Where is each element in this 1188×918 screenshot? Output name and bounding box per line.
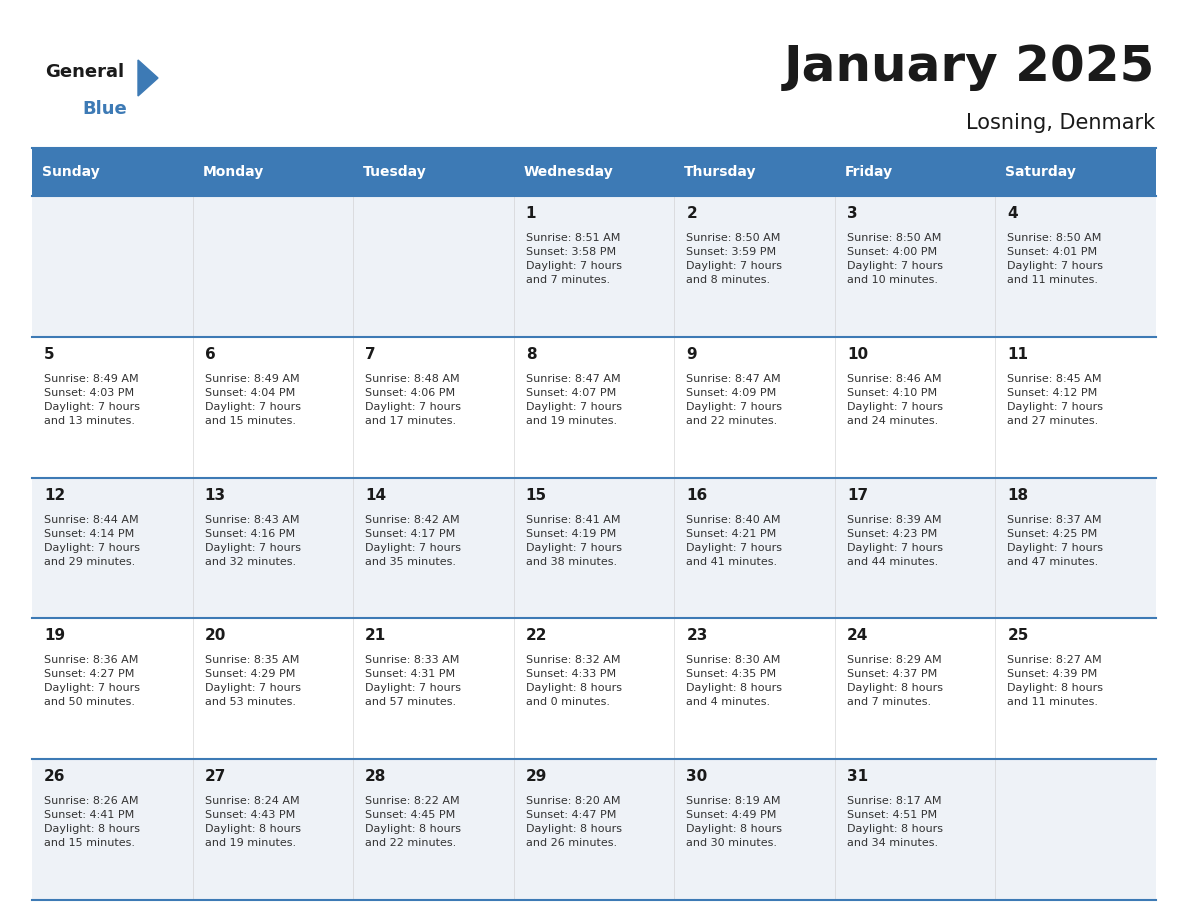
Text: Sunrise: 8:51 AM
Sunset: 3:58 PM
Daylight: 7 hours
and 7 minutes.: Sunrise: 8:51 AM Sunset: 3:58 PM Dayligh…	[526, 233, 621, 285]
Text: Sunrise: 8:49 AM
Sunset: 4:04 PM
Daylight: 7 hours
and 15 minutes.: Sunrise: 8:49 AM Sunset: 4:04 PM Dayligh…	[204, 374, 301, 426]
Text: Sunrise: 8:49 AM
Sunset: 4:03 PM
Daylight: 7 hours
and 13 minutes.: Sunrise: 8:49 AM Sunset: 4:03 PM Dayligh…	[44, 374, 140, 426]
Text: 17: 17	[847, 487, 868, 502]
Text: 2: 2	[687, 206, 697, 221]
Text: January 2025: January 2025	[784, 43, 1155, 91]
Text: Sunrise: 8:35 AM
Sunset: 4:29 PM
Daylight: 7 hours
and 53 minutes.: Sunrise: 8:35 AM Sunset: 4:29 PM Dayligh…	[204, 655, 301, 708]
Bar	[32, 619, 1156, 759]
Bar	[32, 148, 192, 196]
Text: Tuesday: Tuesday	[364, 165, 426, 179]
Text: Thursday: Thursday	[684, 165, 757, 179]
Text: Friday: Friday	[845, 165, 893, 179]
Text: 9: 9	[687, 347, 697, 362]
Text: 22: 22	[526, 629, 548, 644]
Text: 11: 11	[1007, 347, 1029, 362]
Text: Sunrise: 8:39 AM
Sunset: 4:23 PM
Daylight: 7 hours
and 44 minutes.: Sunrise: 8:39 AM Sunset: 4:23 PM Dayligh…	[847, 515, 943, 566]
Text: 18: 18	[1007, 487, 1029, 502]
Polygon shape	[138, 60, 158, 96]
Bar	[32, 196, 1156, 337]
Text: 3: 3	[847, 206, 858, 221]
Text: Sunrise: 8:36 AM
Sunset: 4:27 PM
Daylight: 7 hours
and 50 minutes.: Sunrise: 8:36 AM Sunset: 4:27 PM Dayligh…	[44, 655, 140, 708]
Bar	[353, 148, 513, 196]
Text: Sunrise: 8:17 AM
Sunset: 4:51 PM
Daylight: 8 hours
and 34 minutes.: Sunrise: 8:17 AM Sunset: 4:51 PM Dayligh…	[847, 796, 943, 848]
Text: Sunrise: 8:29 AM
Sunset: 4:37 PM
Daylight: 8 hours
and 7 minutes.: Sunrise: 8:29 AM Sunset: 4:37 PM Dayligh…	[847, 655, 943, 708]
Text: Sunrise: 8:50 AM
Sunset: 4:01 PM
Daylight: 7 hours
and 11 minutes.: Sunrise: 8:50 AM Sunset: 4:01 PM Dayligh…	[1007, 233, 1104, 285]
Text: 6: 6	[204, 347, 215, 362]
Text: Wednesday: Wednesday	[524, 165, 613, 179]
Text: 15: 15	[526, 487, 546, 502]
Text: 24: 24	[847, 629, 868, 644]
Text: 19: 19	[44, 629, 65, 644]
Text: 5: 5	[44, 347, 55, 362]
Text: Sunrise: 8:45 AM
Sunset: 4:12 PM
Daylight: 7 hours
and 27 minutes.: Sunrise: 8:45 AM Sunset: 4:12 PM Dayligh…	[1007, 374, 1104, 426]
Text: Sunrise: 8:30 AM
Sunset: 4:35 PM
Daylight: 8 hours
and 4 minutes.: Sunrise: 8:30 AM Sunset: 4:35 PM Dayligh…	[687, 655, 782, 708]
Text: 21: 21	[365, 629, 386, 644]
Text: Saturday: Saturday	[1005, 165, 1076, 179]
Text: 25: 25	[1007, 629, 1029, 644]
Bar	[32, 337, 1156, 477]
Text: Losning, Denmark: Losning, Denmark	[966, 113, 1155, 133]
Text: Sunrise: 8:50 AM
Sunset: 3:59 PM
Daylight: 7 hours
and 8 minutes.: Sunrise: 8:50 AM Sunset: 3:59 PM Dayligh…	[687, 233, 782, 285]
Text: Sunday: Sunday	[42, 165, 100, 179]
Text: 20: 20	[204, 629, 226, 644]
Text: 31: 31	[847, 769, 868, 784]
Text: Sunrise: 8:24 AM
Sunset: 4:43 PM
Daylight: 8 hours
and 19 minutes.: Sunrise: 8:24 AM Sunset: 4:43 PM Dayligh…	[204, 796, 301, 848]
Text: Sunrise: 8:37 AM
Sunset: 4:25 PM
Daylight: 7 hours
and 47 minutes.: Sunrise: 8:37 AM Sunset: 4:25 PM Dayligh…	[1007, 515, 1104, 566]
Text: Sunrise: 8:32 AM
Sunset: 4:33 PM
Daylight: 8 hours
and 0 minutes.: Sunrise: 8:32 AM Sunset: 4:33 PM Dayligh…	[526, 655, 621, 708]
Text: 28: 28	[365, 769, 386, 784]
Text: 29: 29	[526, 769, 548, 784]
Bar	[675, 148, 835, 196]
Text: Sunrise: 8:44 AM
Sunset: 4:14 PM
Daylight: 7 hours
and 29 minutes.: Sunrise: 8:44 AM Sunset: 4:14 PM Dayligh…	[44, 515, 140, 566]
Bar	[996, 148, 1156, 196]
Bar	[192, 148, 353, 196]
Text: 7: 7	[365, 347, 375, 362]
Text: Sunrise: 8:40 AM
Sunset: 4:21 PM
Daylight: 7 hours
and 41 minutes.: Sunrise: 8:40 AM Sunset: 4:21 PM Dayligh…	[687, 515, 782, 566]
Text: Sunrise: 8:19 AM
Sunset: 4:49 PM
Daylight: 8 hours
and 30 minutes.: Sunrise: 8:19 AM Sunset: 4:49 PM Dayligh…	[687, 796, 782, 848]
Text: 16: 16	[687, 487, 708, 502]
Text: Sunrise: 8:26 AM
Sunset: 4:41 PM
Daylight: 8 hours
and 15 minutes.: Sunrise: 8:26 AM Sunset: 4:41 PM Dayligh…	[44, 796, 140, 848]
Text: Sunrise: 8:48 AM
Sunset: 4:06 PM
Daylight: 7 hours
and 17 minutes.: Sunrise: 8:48 AM Sunset: 4:06 PM Dayligh…	[365, 374, 461, 426]
Bar	[835, 148, 996, 196]
Text: 4: 4	[1007, 206, 1018, 221]
Text: Sunrise: 8:47 AM
Sunset: 4:09 PM
Daylight: 7 hours
and 22 minutes.: Sunrise: 8:47 AM Sunset: 4:09 PM Dayligh…	[687, 374, 782, 426]
Text: Sunrise: 8:46 AM
Sunset: 4:10 PM
Daylight: 7 hours
and 24 minutes.: Sunrise: 8:46 AM Sunset: 4:10 PM Dayligh…	[847, 374, 943, 426]
Text: 27: 27	[204, 769, 226, 784]
Bar	[32, 477, 1156, 619]
Text: 1: 1	[526, 206, 536, 221]
Bar	[513, 148, 675, 196]
Text: Sunrise: 8:42 AM
Sunset: 4:17 PM
Daylight: 7 hours
and 35 minutes.: Sunrise: 8:42 AM Sunset: 4:17 PM Dayligh…	[365, 515, 461, 566]
Text: Sunrise: 8:22 AM
Sunset: 4:45 PM
Daylight: 8 hours
and 22 minutes.: Sunrise: 8:22 AM Sunset: 4:45 PM Dayligh…	[365, 796, 461, 848]
Text: Sunrise: 8:43 AM
Sunset: 4:16 PM
Daylight: 7 hours
and 32 minutes.: Sunrise: 8:43 AM Sunset: 4:16 PM Dayligh…	[204, 515, 301, 566]
Text: 14: 14	[365, 487, 386, 502]
Text: Blue: Blue	[82, 100, 127, 118]
Text: General: General	[45, 63, 124, 81]
Text: Sunrise: 8:27 AM
Sunset: 4:39 PM
Daylight: 8 hours
and 11 minutes.: Sunrise: 8:27 AM Sunset: 4:39 PM Dayligh…	[1007, 655, 1104, 708]
Text: Sunrise: 8:47 AM
Sunset: 4:07 PM
Daylight: 7 hours
and 19 minutes.: Sunrise: 8:47 AM Sunset: 4:07 PM Dayligh…	[526, 374, 621, 426]
Text: 30: 30	[687, 769, 708, 784]
Text: Sunrise: 8:50 AM
Sunset: 4:00 PM
Daylight: 7 hours
and 10 minutes.: Sunrise: 8:50 AM Sunset: 4:00 PM Dayligh…	[847, 233, 943, 285]
Text: 26: 26	[44, 769, 65, 784]
Text: 13: 13	[204, 487, 226, 502]
Text: 8: 8	[526, 347, 536, 362]
Text: Monday: Monday	[203, 165, 264, 179]
Text: 12: 12	[44, 487, 65, 502]
Text: 23: 23	[687, 629, 708, 644]
Text: Sunrise: 8:41 AM
Sunset: 4:19 PM
Daylight: 7 hours
and 38 minutes.: Sunrise: 8:41 AM Sunset: 4:19 PM Dayligh…	[526, 515, 621, 566]
Text: Sunrise: 8:33 AM
Sunset: 4:31 PM
Daylight: 7 hours
and 57 minutes.: Sunrise: 8:33 AM Sunset: 4:31 PM Dayligh…	[365, 655, 461, 708]
Text: 10: 10	[847, 347, 868, 362]
Text: Sunrise: 8:20 AM
Sunset: 4:47 PM
Daylight: 8 hours
and 26 minutes.: Sunrise: 8:20 AM Sunset: 4:47 PM Dayligh…	[526, 796, 621, 848]
Bar	[32, 759, 1156, 900]
